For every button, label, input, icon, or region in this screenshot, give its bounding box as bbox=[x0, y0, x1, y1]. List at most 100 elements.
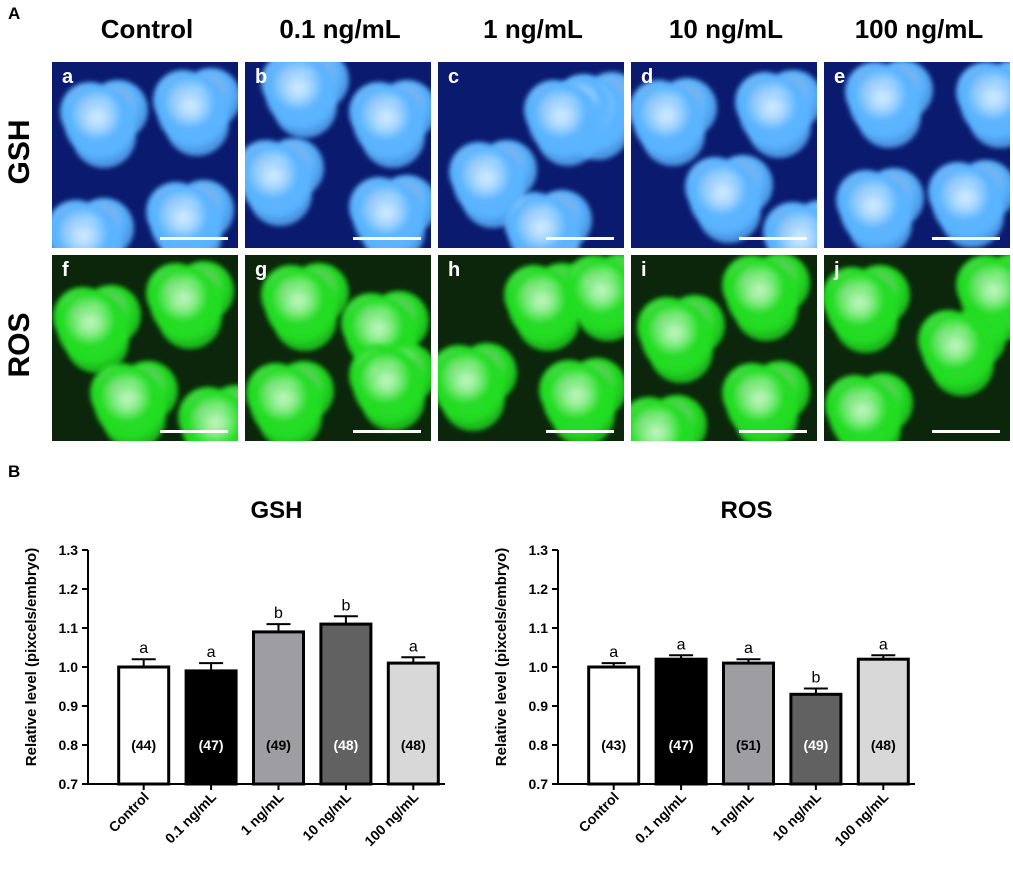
tile-letter: j bbox=[834, 259, 840, 281]
micrograph-tile: b bbox=[245, 62, 431, 248]
bar bbox=[587, 665, 641, 786]
embryo bbox=[349, 175, 431, 248]
micrograph-tile: d bbox=[631, 62, 817, 248]
embryo bbox=[246, 361, 334, 441]
column-header-1: 1 ng/mL bbox=[483, 14, 583, 44]
embryo bbox=[956, 255, 1010, 341]
embryo bbox=[824, 265, 910, 353]
x-tick-label: 1 ng/mL bbox=[237, 788, 287, 838]
x-tick-label: Control bbox=[575, 789, 622, 836]
sample-size-label: (49) bbox=[266, 737, 291, 753]
chart-title: GSH bbox=[250, 497, 302, 524]
embryo bbox=[349, 343, 431, 431]
y-tick-label: 1.2 bbox=[59, 581, 79, 597]
embryo bbox=[735, 70, 817, 158]
sample-size-label: (44) bbox=[131, 737, 156, 753]
significance-label: a bbox=[609, 644, 618, 661]
tile-letter: f bbox=[62, 259, 69, 281]
x-tick-label: 100 ng/mL bbox=[831, 788, 892, 849]
sample-size-label: (48) bbox=[401, 737, 426, 753]
embryo bbox=[928, 160, 1010, 248]
y-tick-label: 0.8 bbox=[59, 737, 79, 753]
sample-size-label: (49) bbox=[803, 737, 828, 753]
embryo bbox=[438, 343, 517, 431]
x-tick-label: Control bbox=[105, 789, 152, 836]
x-tick-label: 10 ng/mL bbox=[769, 789, 824, 844]
embryo-image bbox=[824, 255, 1010, 441]
embryo bbox=[539, 358, 624, 441]
sample-size-label: (51) bbox=[736, 737, 761, 753]
embryo bbox=[178, 385, 238, 441]
scale-bar bbox=[353, 237, 421, 240]
embryo-image bbox=[438, 255, 624, 441]
bar bbox=[654, 657, 708, 786]
significance-label: a bbox=[744, 640, 753, 657]
embryo-image bbox=[52, 255, 238, 441]
embryo bbox=[825, 373, 913, 441]
significance-label: a bbox=[677, 636, 686, 653]
gsh-chart: GSH Relative level (pixcels/embryo) 0.7 0.8… bbox=[0, 490, 470, 874]
tile-letter: e bbox=[834, 66, 846, 88]
embryo bbox=[349, 80, 431, 168]
column-header-10: 10 ng/mL bbox=[668, 14, 784, 44]
bar bbox=[722, 661, 775, 786]
micrograph-tile: c bbox=[438, 62, 624, 248]
micrograph-tile: g bbox=[245, 255, 431, 441]
y-tick-label: 0.9 bbox=[529, 698, 549, 714]
embryo-image bbox=[631, 255, 817, 441]
x-tick-label: 100 ng/mL bbox=[361, 788, 422, 849]
significance-label: b bbox=[341, 597, 350, 614]
bar bbox=[252, 630, 305, 786]
scale-bar bbox=[932, 430, 1000, 433]
micrograph-tile: j bbox=[824, 255, 1010, 441]
tile-letter: a bbox=[62, 66, 74, 88]
sample-size-label: (48) bbox=[333, 737, 358, 753]
embryo bbox=[836, 168, 924, 248]
embryo bbox=[153, 68, 238, 156]
embryo bbox=[60, 80, 148, 168]
tile-letter: b bbox=[255, 66, 268, 88]
y-tick-label: 1.1 bbox=[529, 620, 549, 636]
embryo bbox=[52, 198, 134, 248]
significance-label: a bbox=[139, 640, 148, 657]
tile-letter: h bbox=[448, 259, 461, 281]
row-header-gsh: GSH bbox=[3, 119, 36, 185]
scale-bar bbox=[160, 430, 228, 433]
embryo bbox=[722, 255, 810, 341]
significance-label: a bbox=[879, 636, 888, 653]
scale-bar bbox=[160, 237, 228, 240]
embryo bbox=[261, 62, 349, 138]
embryo bbox=[631, 78, 717, 166]
scale-bar bbox=[546, 237, 614, 240]
embryo bbox=[53, 285, 141, 373]
y-tick-label: 0.8 bbox=[529, 737, 549, 753]
significance-label: b bbox=[811, 669, 820, 686]
y-tick-label: 1.3 bbox=[529, 542, 549, 558]
y-axis-label: Relative level (pixcels/embryo) bbox=[23, 548, 40, 766]
column-header-0-1: 0.1 ng/mL bbox=[279, 14, 401, 44]
scale-bar bbox=[739, 430, 807, 433]
bar bbox=[319, 622, 373, 786]
bar bbox=[856, 657, 910, 786]
embryo bbox=[524, 78, 612, 166]
sample-size-label: (47) bbox=[669, 737, 694, 753]
embryo-image bbox=[631, 62, 817, 248]
y-tick-label: 0.9 bbox=[59, 698, 79, 714]
y-tick-label: 1.1 bbox=[59, 620, 79, 636]
embryo bbox=[685, 155, 773, 243]
micrograph-tile: i bbox=[631, 255, 817, 441]
tile-letter: i bbox=[641, 259, 647, 281]
embryo bbox=[564, 255, 624, 341]
x-tick-label: 0.1 ng/mL bbox=[162, 789, 220, 847]
embryo bbox=[956, 62, 1010, 148]
x-tick-label: 10 ng/mL bbox=[299, 789, 354, 844]
x-tick-label: 1 ng/mL bbox=[707, 788, 757, 838]
scale-bar bbox=[739, 237, 807, 240]
column-header-100: 100 ng/mL bbox=[854, 14, 984, 44]
embryo bbox=[631, 395, 707, 441]
y-tick-label: 0.7 bbox=[529, 776, 549, 792]
tile-letter: g bbox=[255, 259, 268, 281]
embryo bbox=[261, 263, 349, 351]
y-tick-label: 1.2 bbox=[529, 581, 549, 597]
significance-label: b bbox=[274, 605, 283, 622]
